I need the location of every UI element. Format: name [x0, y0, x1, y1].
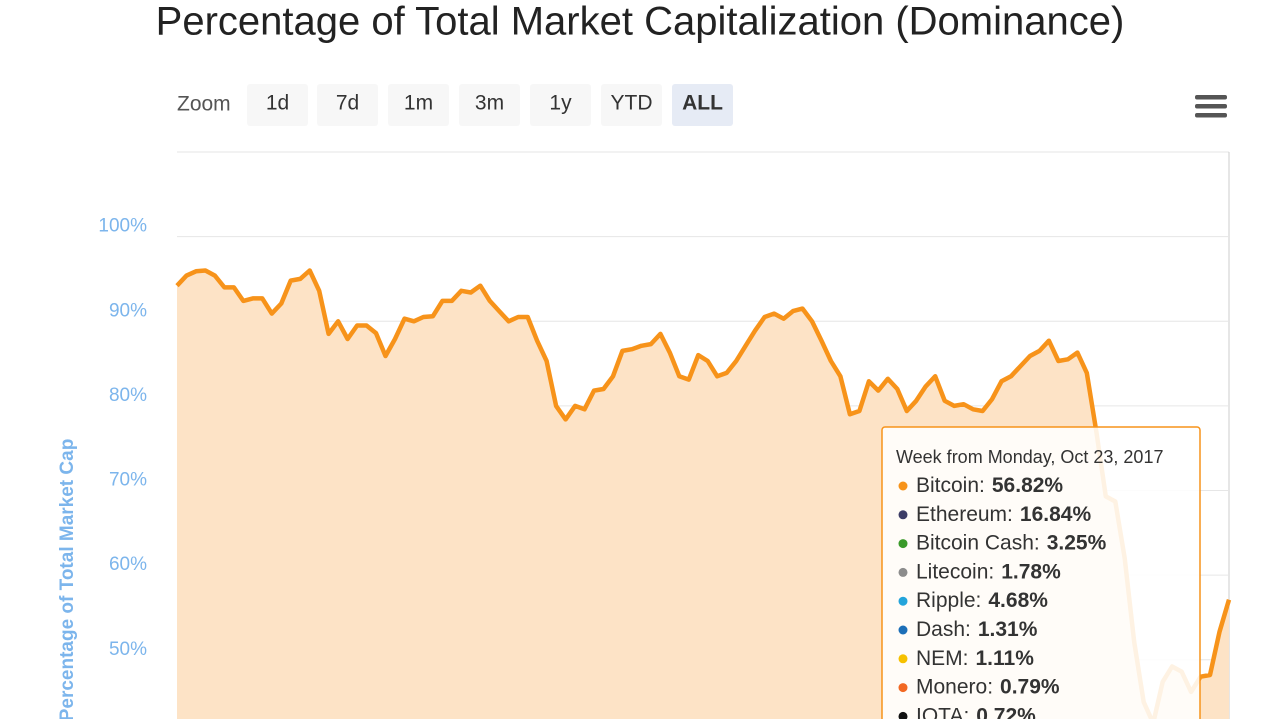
tooltip-item-value: 56.82% [992, 474, 1064, 497]
tooltip-item: Bitcoin Cash: 3.25% [916, 531, 1107, 554]
y-tick-label: 80% [109, 385, 147, 406]
tooltip-dot [898, 510, 908, 520]
tooltip-item-value: 4.68% [988, 589, 1048, 612]
tooltip-dot [898, 625, 908, 635]
tooltip-dot [898, 596, 908, 606]
tooltip-dot [898, 683, 908, 693]
y-tick-label: 70% [109, 470, 147, 491]
tooltip-item: Monero: 0.79% [916, 675, 1060, 698]
tooltip-item-label: Ripple: [916, 589, 981, 612]
zoom-button-label: 1d [266, 92, 289, 115]
menu-icon[interactable] [1195, 95, 1227, 118]
tooltip-item: Dash: 1.31% [916, 618, 1038, 641]
zoom-button[interactable]: 1y [530, 84, 591, 126]
tooltip-item-value: 0.72% [976, 704, 1036, 719]
zoom-button[interactable]: 3m [459, 84, 520, 126]
tooltip-item: Ripple: 4.68% [916, 589, 1048, 612]
zoom-button-bg [459, 84, 520, 126]
zoom-button-label: 1y [549, 92, 572, 115]
zoom-label: Zoom [177, 93, 231, 116]
tooltip-item-value: 1.78% [1001, 560, 1061, 583]
y-tick-label: 90% [109, 300, 147, 321]
tooltip-box [881, 426, 1201, 719]
zoom-button-bg [388, 84, 449, 126]
tooltip-item: Bitcoin: 56.82% [916, 474, 1063, 497]
tooltip-item-label: Monero: [916, 675, 993, 698]
tooltip-item-label: Dash: [916, 618, 971, 641]
zoom-button-label: 3m [475, 92, 504, 115]
zoom-button-label: YTD [611, 92, 653, 115]
tooltip-item-value: 3.25% [1047, 531, 1107, 554]
tooltip-dot [898, 711, 908, 719]
y-tick-label: 60% [109, 554, 147, 575]
tooltip-item-label: NEM: [916, 646, 969, 669]
zoom-button-bg [601, 84, 662, 126]
tooltip-item-label: IOTA: [916, 704, 969, 719]
zoom-button[interactable]: ALL [672, 84, 733, 126]
tooltip-dot [898, 481, 908, 491]
tooltip-item: NEM: 1.11% [916, 646, 1034, 669]
zoom-button-bg [247, 84, 308, 126]
zoom-button-bg [530, 84, 591, 126]
tooltip-item-label: Bitcoin: [916, 474, 985, 497]
y-axis-label: Percentage of Total Market Cap [57, 439, 78, 719]
tooltip-item: IOTA: 0.72% [916, 704, 1036, 719]
zoom-button[interactable]: 1d [247, 84, 308, 126]
y-tick-label: 50% [109, 639, 147, 660]
series-line [175, 268, 1232, 719]
zoom-button[interactable]: 7d [317, 84, 378, 126]
zoom-button-label: ALL [682, 92, 723, 115]
tooltip-dot [898, 539, 908, 549]
zoom-button-label: 1m [404, 92, 433, 115]
tooltip: Week from Monday, Oct 23, 2017 Bitcoin: 56… [881, 426, 1201, 719]
tooltip-item-label: Bitcoin Cash: [916, 531, 1040, 554]
tooltip-header: Week from Monday, Oct 23, 2017 [896, 447, 1163, 467]
zoom-button[interactable]: 1m [388, 84, 449, 126]
tooltip-item-label: Litecoin: [916, 560, 994, 583]
chart-title: Percentage of Total Market Capitalizatio… [156, 0, 1125, 44]
zoom-button[interactable]: YTD [601, 84, 662, 126]
tooltip-item: Litecoin: 1.78% [916, 560, 1061, 583]
tooltip-dot [898, 567, 908, 577]
tooltip-item-value: 1.11% [976, 646, 1035, 669]
tooltip-item-value: 0.79% [1000, 675, 1060, 698]
zoom-button-bg [317, 84, 378, 126]
zoom-button-label: 7d [336, 92, 359, 115]
y-tick-label: 100% [98, 216, 147, 237]
tooltip-item-value: 16.84% [1020, 502, 1092, 525]
zoom-button-bg [672, 84, 733, 126]
tooltip-item: Ethereum: 16.84% [916, 502, 1091, 525]
tooltip-item-value: 1.31% [978, 618, 1038, 641]
tooltip-dot [898, 654, 908, 664]
tooltip-item-label: Ethereum: [916, 502, 1013, 525]
